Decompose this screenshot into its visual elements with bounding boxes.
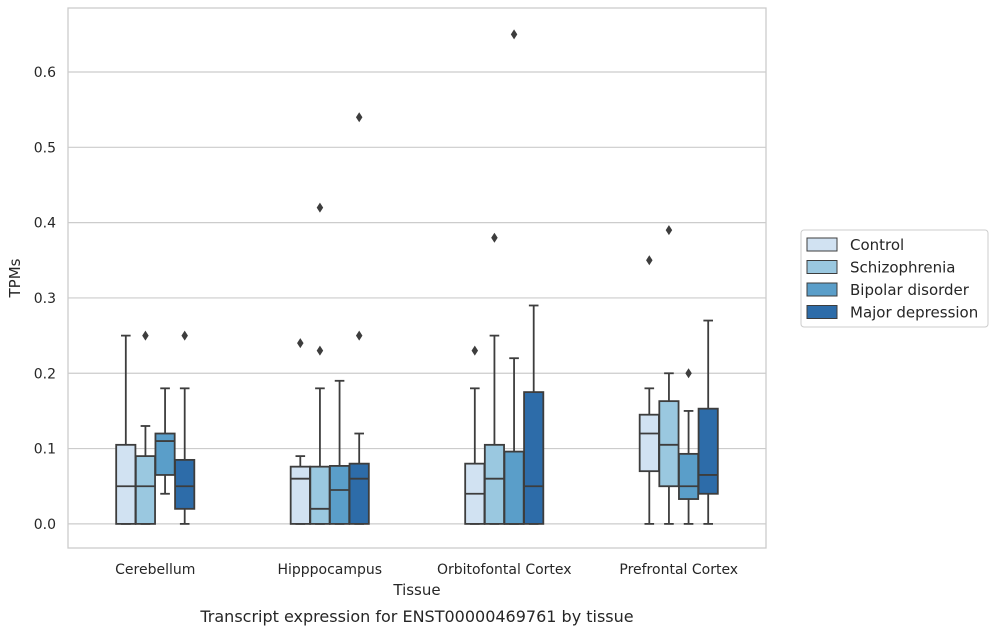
box-group bbox=[658, 225, 680, 525]
legend-item: Bipolar disorder bbox=[806, 281, 970, 299]
y-tick-label: 0.3 bbox=[34, 291, 56, 307]
box-group bbox=[154, 387, 176, 495]
legend-item: Schizophrenia bbox=[806, 259, 955, 277]
box bbox=[134, 455, 156, 525]
plot-frame bbox=[67, 7, 767, 549]
outlier-point bbox=[316, 345, 324, 356]
y-tick-label: 0.2 bbox=[34, 366, 56, 382]
y-tick-label: 0.0 bbox=[34, 517, 56, 533]
box bbox=[154, 432, 176, 476]
box-group bbox=[503, 29, 525, 525]
y-tick-label: 0.6 bbox=[34, 65, 56, 81]
outlier-point bbox=[355, 330, 363, 341]
y-tick-labels: 0.0 0.1 0.2 0.3 0.4 0.5 0.6 bbox=[34, 65, 56, 533]
x-tick-label: Cerebellum bbox=[115, 562, 195, 578]
box-group bbox=[678, 368, 700, 525]
y-axis-title: TPMs bbox=[6, 258, 24, 298]
box-group bbox=[464, 345, 486, 525]
box-group bbox=[523, 304, 545, 525]
box bbox=[697, 407, 719, 495]
x-tick-labels: Cerebellum Hipppocampus Orbitofontal Corte… bbox=[115, 562, 738, 578]
outlier-point bbox=[181, 330, 188, 341]
box bbox=[678, 452, 700, 500]
box bbox=[115, 443, 137, 525]
box-group bbox=[638, 255, 660, 525]
box-group bbox=[348, 112, 370, 525]
box bbox=[658, 400, 680, 488]
outlier-point bbox=[510, 29, 518, 40]
box-group bbox=[289, 338, 311, 525]
outlier-point bbox=[491, 232, 498, 243]
outlier-point bbox=[665, 225, 673, 236]
box bbox=[503, 450, 525, 525]
outlier-point bbox=[355, 112, 363, 123]
y-tick-label: 0.4 bbox=[34, 216, 56, 232]
box bbox=[309, 465, 331, 525]
outlier-point bbox=[142, 330, 149, 341]
legend: Control Schizophrenia Bipolar disorder Majo… bbox=[800, 229, 989, 328]
box-group bbox=[697, 319, 719, 525]
box-group bbox=[115, 334, 137, 525]
y-tick-label: 0.5 bbox=[34, 140, 56, 156]
x-tick-label: Orbitofontal Cortex bbox=[437, 562, 572, 578]
outlier-point bbox=[471, 345, 479, 356]
y-tick-label: 0.1 bbox=[34, 442, 56, 458]
legend-swatch bbox=[806, 282, 838, 297]
x-axis-title: Tissue bbox=[392, 581, 440, 599]
legend-item: Major depression bbox=[806, 304, 978, 322]
outlier-point bbox=[316, 202, 324, 213]
outlier-point bbox=[646, 255, 653, 266]
legend-swatch bbox=[806, 237, 838, 252]
legend-label: Major depression bbox=[850, 304, 978, 322]
x-tick-label: Hipppocampus bbox=[277, 562, 382, 578]
legend-label: Control bbox=[850, 236, 904, 254]
box bbox=[289, 465, 311, 525]
box-group bbox=[483, 232, 505, 525]
outlier-point bbox=[685, 368, 692, 379]
legend-label: Bipolar disorder bbox=[850, 281, 970, 299]
legend-frame bbox=[800, 229, 989, 328]
box-plots bbox=[115, 29, 719, 525]
legend-item: Control bbox=[806, 236, 904, 254]
chart-caption: Transcript expression for ENST0000046976… bbox=[199, 607, 633, 626]
box bbox=[348, 462, 370, 525]
legend-label: Schizophrenia bbox=[850, 259, 955, 277]
outlier-point bbox=[297, 338, 304, 349]
box bbox=[638, 413, 660, 473]
box bbox=[329, 465, 351, 525]
box-group bbox=[134, 330, 156, 525]
box bbox=[483, 443, 505, 525]
box-group bbox=[329, 379, 351, 525]
box bbox=[523, 391, 545, 525]
x-tick-label: Prefrontal Cortex bbox=[619, 562, 738, 578]
box-group bbox=[309, 202, 331, 525]
box-group bbox=[174, 330, 196, 525]
box bbox=[174, 458, 196, 510]
legend-swatch bbox=[806, 305, 838, 319]
legend-swatch bbox=[806, 260, 838, 274]
